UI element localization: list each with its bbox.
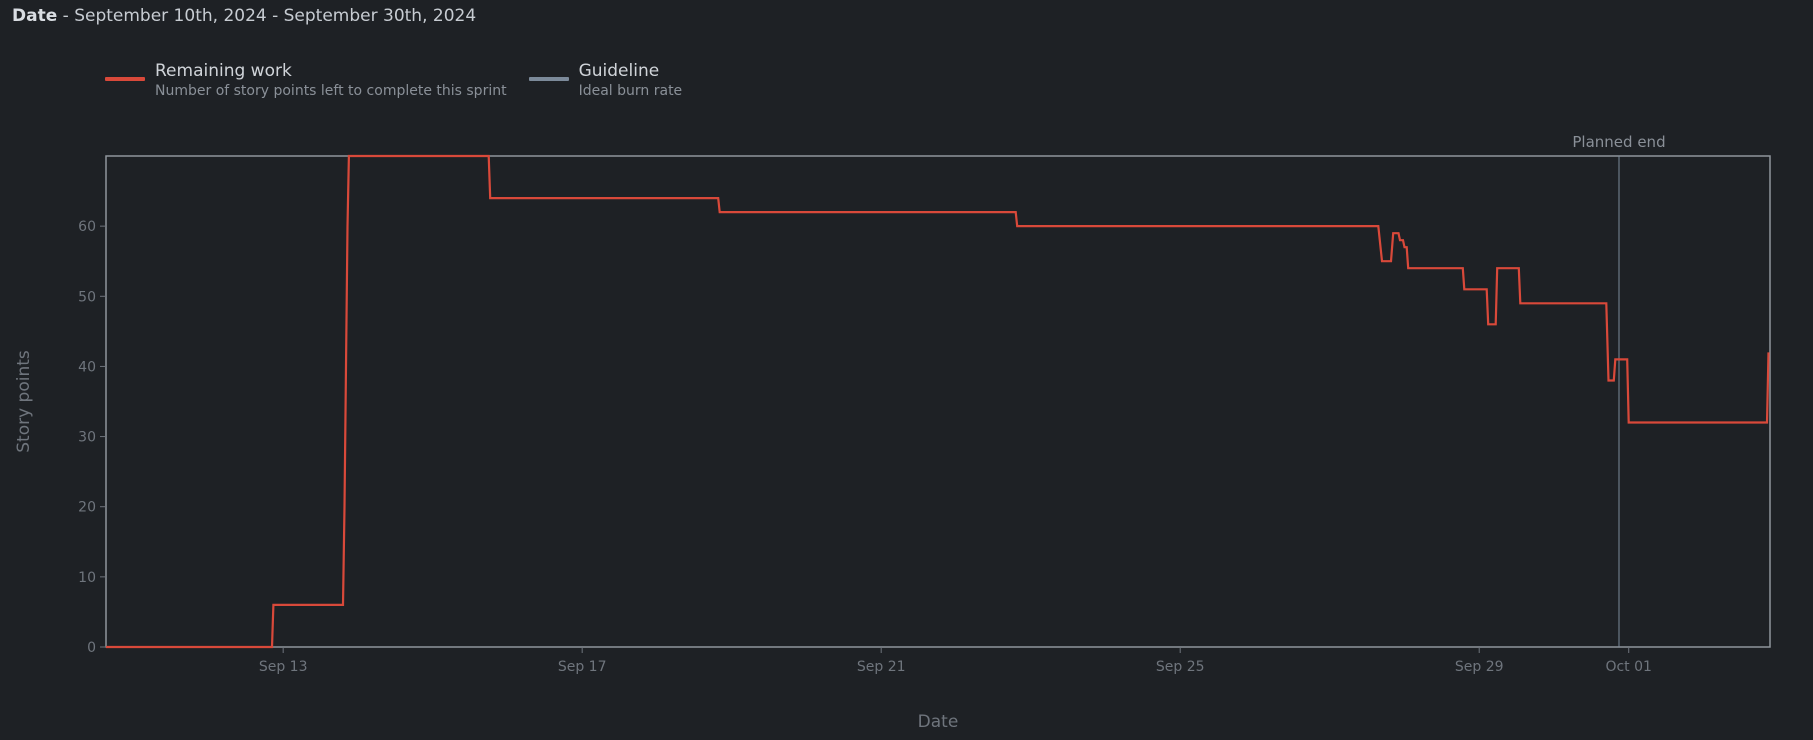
- y-tick-label: 30: [78, 430, 96, 446]
- x-axis-title: Date: [918, 712, 959, 732]
- y-tick-label: 0: [87, 640, 96, 656]
- y-tick-label: 40: [78, 359, 96, 375]
- y-tick-label: 50: [78, 289, 96, 305]
- x-tick-label: Sep 29: [1455, 659, 1504, 675]
- x-tick-label: Sep 21: [857, 659, 906, 675]
- y-axis-title: Story points: [14, 350, 34, 453]
- plot-frame: [106, 156, 1770, 647]
- planned-end-label: Planned end: [1572, 133, 1665, 151]
- x-tick-label: Sep 25: [1156, 659, 1205, 675]
- y-tick-label: 20: [78, 500, 96, 516]
- y-tick-label: 10: [78, 570, 96, 586]
- y-tick-label: 60: [78, 219, 96, 235]
- series-line-remaining-work: [106, 156, 1769, 647]
- x-tick-label: Oct 01: [1605, 659, 1651, 675]
- series-layer: [106, 156, 1769, 647]
- x-tick-label: Sep 17: [558, 659, 607, 675]
- x-tick-label: Sep 13: [259, 659, 308, 675]
- axes: 0 10 20 30 40 50 60 Sep 13 Sep 17 Sep 21 Sep 25 Sep…: [14, 133, 1770, 732]
